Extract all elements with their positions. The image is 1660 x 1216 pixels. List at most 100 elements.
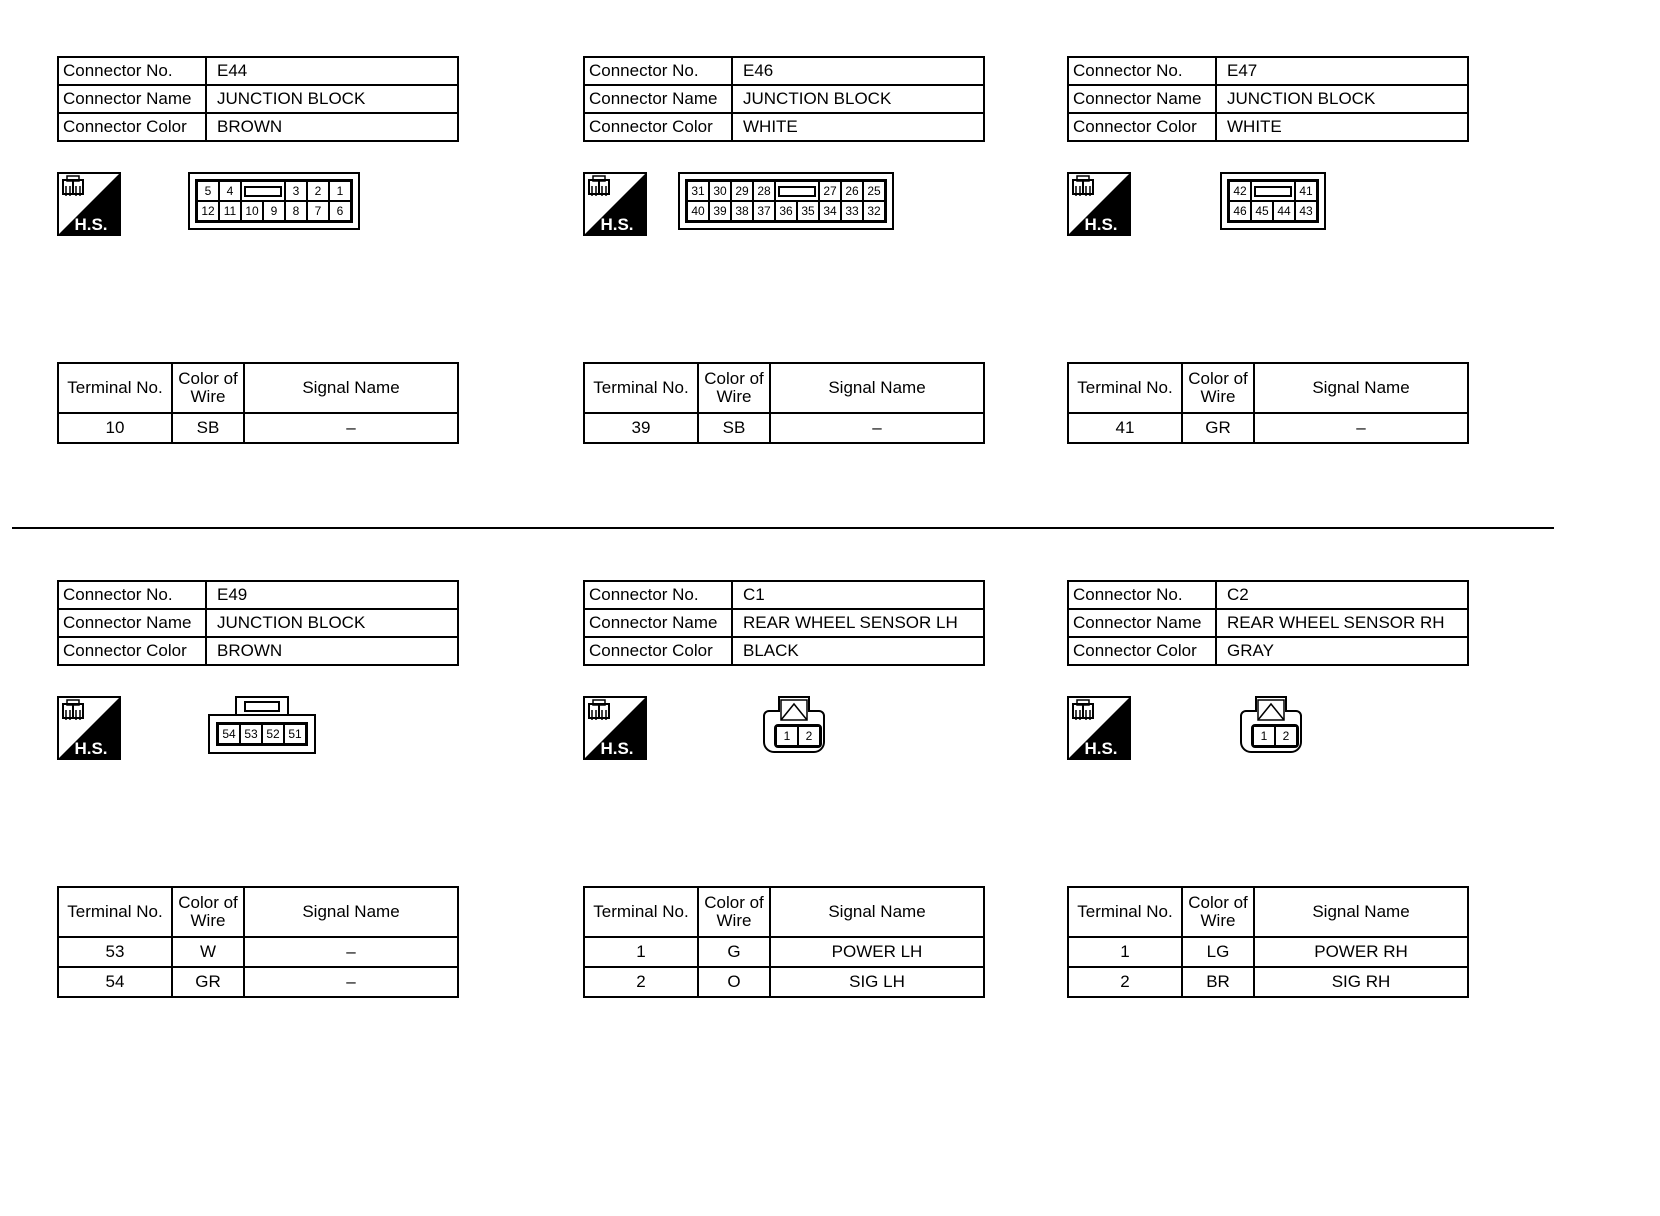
info-value: E49 xyxy=(205,580,459,610)
connector-info-table: Connector No. E44 Connector Name JUNCTION B… xyxy=(57,56,459,142)
pin-36: 36 xyxy=(775,201,797,221)
pin-45: 45 xyxy=(1251,201,1273,221)
pin-grid: 5 4 3 2 1 12 11 10 9 8 7 6 xyxy=(195,179,353,223)
info-row-name: Connector Name JUNCTION BLOCK xyxy=(57,608,459,638)
info-row-color: Connector Color BROWN xyxy=(57,112,459,142)
info-label: Connector No. xyxy=(57,56,207,86)
pin-38: 38 xyxy=(731,201,753,221)
pin-41: 41 xyxy=(1295,181,1317,201)
pin-grid: 42 41 46 45 44 43 xyxy=(1227,179,1319,223)
pin-2: 2 xyxy=(1275,726,1297,746)
header-color-of-wire: Color of Wire xyxy=(171,886,245,938)
terminal-table: Terminal No. Color of Wire Signal Name 53 W –… xyxy=(57,886,459,998)
cell-signal: SIG LH xyxy=(769,966,985,998)
cell-terminal: 2 xyxy=(583,966,699,998)
cell-terminal: 1 xyxy=(1067,936,1183,968)
harness-side-icon: H.S. xyxy=(1067,696,1131,760)
info-row-no: Connector No. E46 xyxy=(583,56,985,86)
connector-pinout: 42 41 46 45 44 43 xyxy=(1220,172,1326,230)
cell-terminal: 1 xyxy=(583,936,699,968)
cell-wire: G xyxy=(697,936,771,968)
connector-pinout: 5 4 3 2 1 12 11 10 9 8 7 6 xyxy=(188,172,360,230)
info-value: E47 xyxy=(1215,56,1469,86)
cell-wire: O xyxy=(697,966,771,998)
pin-26: 26 xyxy=(841,181,863,201)
info-row-color: Connector Color GRAY xyxy=(1067,636,1469,666)
connector-E44: Connector No. E44 Connector Name JUNCTION B… xyxy=(57,56,467,456)
pin-7: 7 xyxy=(307,201,329,221)
cell-signal: POWER LH xyxy=(769,936,985,968)
info-row-name: Connector Name JUNCTION BLOCK xyxy=(1067,84,1469,114)
harness-side-icon: H.S. xyxy=(583,696,647,760)
svg-text:H.S.: H.S. xyxy=(1084,739,1117,758)
connector-info-table: Connector No. C2 Connector Name REAR WHEEL … xyxy=(1067,580,1469,666)
table-row: 54 GR – xyxy=(57,966,459,998)
table-row: 41 GR – xyxy=(1067,412,1469,444)
header-terminal-no: Terminal No. xyxy=(1067,886,1183,938)
cell-signal: – xyxy=(243,966,459,998)
info-label: Connector No. xyxy=(583,580,733,610)
pin-2: 2 xyxy=(307,181,329,201)
key-slot xyxy=(241,181,285,201)
connector-E46: Connector No. E46 Connector Name JUNCTION B… xyxy=(583,56,993,456)
info-value: C1 xyxy=(731,580,985,610)
pin-39: 39 xyxy=(709,201,731,221)
pin-52: 52 xyxy=(262,724,284,744)
connector-info-table: Connector No. E47 Connector Name JUNCTION B… xyxy=(1067,56,1469,142)
pin-32: 32 xyxy=(863,201,885,221)
cell-wire: GR xyxy=(1181,412,1255,444)
header-terminal-no: Terminal No. xyxy=(57,362,173,414)
cell-signal: – xyxy=(769,412,985,444)
header-terminal-no: Terminal No. xyxy=(57,886,173,938)
connector-info-table: Connector No. E49 Connector Name JUNCTION B… xyxy=(57,580,459,666)
pin-29: 29 xyxy=(731,181,753,201)
cell-signal: – xyxy=(1253,412,1469,444)
terminal-table-header: Terminal No. Color of Wire Signal Name xyxy=(57,886,459,938)
info-row-no: Connector No. E44 xyxy=(57,56,459,86)
cell-wire: LG xyxy=(1181,936,1255,968)
info-row-no: Connector No. C1 xyxy=(583,580,985,610)
info-row-color: Connector Color BLACK xyxy=(583,636,985,666)
header-signal-name: Signal Name xyxy=(243,886,459,938)
info-row-no: Connector No. E49 xyxy=(57,580,459,610)
cell-terminal: 10 xyxy=(57,412,173,444)
info-value: BROWN xyxy=(205,112,459,142)
info-value: REAR WHEEL SENSOR RH xyxy=(1215,608,1469,638)
pin-6: 6 xyxy=(329,201,351,221)
cell-wire: BR xyxy=(1181,966,1255,998)
table-row: 10 SB – xyxy=(57,412,459,444)
info-label: Connector No. xyxy=(57,580,207,610)
info-label: Connector Color xyxy=(57,636,207,666)
info-label: Connector Color xyxy=(1067,636,1217,666)
pin-12: 12 xyxy=(197,201,219,221)
pin-33: 33 xyxy=(841,201,863,221)
info-value: GRAY xyxy=(1215,636,1469,666)
info-row-color: Connector Color BROWN xyxy=(57,636,459,666)
pin-2: 2 xyxy=(798,726,820,746)
cell-signal: – xyxy=(243,936,459,968)
cell-wire: GR xyxy=(171,966,245,998)
info-row-name: Connector Name JUNCTION BLOCK xyxy=(583,84,985,114)
terminal-table: Terminal No. Color of Wire Signal Name 41 GR… xyxy=(1067,362,1469,444)
pin-53: 53 xyxy=(240,724,262,744)
info-value: WHITE xyxy=(731,112,985,142)
pin-35: 35 xyxy=(797,201,819,221)
pin-31: 31 xyxy=(687,181,709,201)
info-value: C2 xyxy=(1215,580,1469,610)
terminal-table-header: Terminal No. Color of Wire Signal Name xyxy=(1067,886,1469,938)
table-row: 53 W – xyxy=(57,936,459,968)
terminal-table: Terminal No. Color of Wire Signal Name 1 LG P… xyxy=(1067,886,1469,998)
header-color-of-wire: Color of Wire xyxy=(1181,362,1255,414)
header-terminal-no: Terminal No. xyxy=(583,886,699,938)
header-signal-name: Signal Name xyxy=(769,886,985,938)
header-signal-name: Signal Name xyxy=(243,362,459,414)
info-label: Connector Name xyxy=(583,608,733,638)
info-label: Connector Name xyxy=(57,608,207,638)
info-row-color: Connector Color WHITE xyxy=(1067,112,1469,142)
terminal-table-header: Terminal No. Color of Wire Signal Name xyxy=(1067,362,1469,414)
pin-25: 25 xyxy=(863,181,885,201)
cell-terminal: 39 xyxy=(583,412,699,444)
harness-side-icon: H.S. xyxy=(583,172,647,236)
